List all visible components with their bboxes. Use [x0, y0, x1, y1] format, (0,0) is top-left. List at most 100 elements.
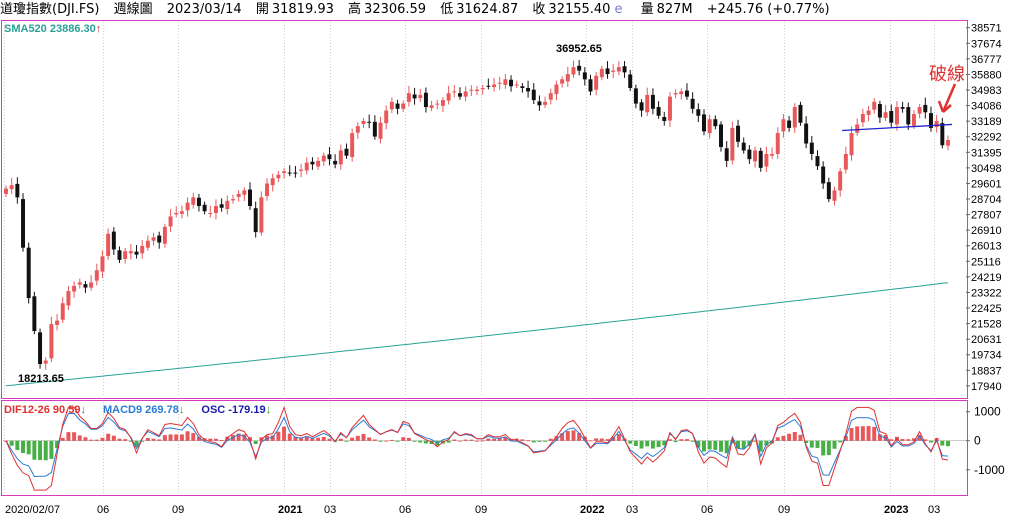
- x-tick-label: 2022: [580, 504, 604, 516]
- osc-bar: [753, 440, 758, 442]
- x-tick-label: 09: [475, 504, 487, 516]
- y-tick-label: 26910: [971, 225, 1002, 237]
- candle-body: [928, 113, 933, 128]
- candle-body: [758, 150, 763, 168]
- candle-body: [571, 67, 576, 75]
- candle-body: [872, 101, 877, 110]
- price-panel-frame: [1, 20, 968, 399]
- osc-bar: [270, 435, 275, 441]
- candle-body: [798, 104, 803, 123]
- osc-bar: [77, 435, 82, 441]
- candle-body: [787, 120, 792, 128]
- candle-body: [900, 107, 905, 109]
- osc-bar: [662, 440, 667, 446]
- candle-body: [639, 102, 644, 111]
- osc-bar: [633, 440, 638, 447]
- osc-bar: [26, 440, 31, 455]
- candle-body: [270, 178, 275, 186]
- candle-body: [66, 291, 71, 306]
- candle-body: [582, 72, 587, 80]
- osc-bar: [43, 440, 48, 461]
- y-tick-label: 30498: [971, 163, 1002, 175]
- candle-body: [690, 98, 695, 109]
- break-annotation: 破線: [929, 64, 965, 85]
- osc-bar: [293, 436, 298, 441]
- candle-body: [446, 93, 451, 101]
- candle-body: [940, 123, 945, 146]
- candle-body: [855, 124, 860, 133]
- osc-bar: [684, 439, 689, 441]
- y-tick-label: 34983: [971, 85, 1002, 97]
- osc-bar: [764, 440, 769, 446]
- macd-y-tick-label: -1000: [974, 463, 1005, 477]
- candle-body: [140, 245, 145, 254]
- candle-body: [185, 202, 190, 211]
- osc-bar: [832, 440, 837, 449]
- candle-body: [429, 105, 434, 108]
- osc-bar: [843, 436, 848, 441]
- osc-bar: [815, 440, 820, 448]
- trendline-layer: [841, 123, 953, 132]
- y-tick-label: 32292: [971, 132, 1002, 144]
- candle-body: [843, 153, 848, 170]
- osc-bar: [792, 431, 797, 441]
- candle-body: [168, 216, 173, 227]
- high-label: 高: [348, 2, 362, 17]
- osc-bar: [838, 440, 843, 443]
- quote-date: 2023/03/14: [166, 2, 242, 17]
- y-tick-label: 25116: [971, 256, 1001, 268]
- candle-body: [32, 296, 37, 332]
- osc-bar: [877, 434, 882, 441]
- y-tick-label: 20631: [971, 334, 1002, 346]
- candle-body: [611, 70, 616, 72]
- candle-body: [236, 193, 241, 197]
- osc-bar: [128, 440, 133, 442]
- candle-body: [497, 82, 502, 84]
- candle-body: [389, 101, 394, 110]
- osc-bar: [406, 437, 411, 441]
- open-value: 31819.93: [271, 2, 334, 17]
- osc-bar: [690, 440, 695, 442]
- candle-body: [361, 120, 366, 124]
- candle-body: [372, 121, 377, 137]
- osc-bar: [520, 439, 525, 441]
- candle-body: [821, 166, 826, 184]
- candle-body: [599, 68, 604, 78]
- osc-bar: [696, 440, 701, 448]
- osc-bar: [736, 440, 741, 449]
- candle-body: [355, 126, 360, 133]
- candle-body: [384, 110, 389, 124]
- candle-body: [917, 107, 922, 114]
- osc-bar: [145, 437, 150, 441]
- candle-body: [378, 122, 383, 139]
- candle-body: [792, 107, 797, 128]
- candle-body: [106, 233, 111, 256]
- candle-body: [894, 107, 899, 125]
- osc-bar: [208, 438, 213, 441]
- candle-body: [401, 103, 406, 109]
- y-tick-label: 23322: [971, 287, 1002, 299]
- candle-body: [526, 87, 531, 92]
- osc-bar: [946, 440, 950, 447]
- osc-bar: [531, 440, 536, 443]
- candle-body: [684, 90, 689, 97]
- candle-body: [486, 85, 491, 87]
- candle-body: [293, 172, 298, 174]
- osc-bar: [713, 440, 718, 450]
- volume-value: 827M: [656, 2, 693, 17]
- candle-body: [225, 200, 230, 210]
- candle-body: [321, 155, 326, 162]
- osc-bar: [940, 440, 945, 446]
- candle-body: [514, 84, 519, 86]
- candle-body: [577, 65, 582, 71]
- candle-body: [231, 199, 235, 201]
- macd-line: [5, 412, 949, 478]
- candle-body: [679, 91, 684, 95]
- change-value: +245.76 (+0.77%): [706, 2, 830, 17]
- candle-body: [145, 240, 150, 248]
- period-label: 週線圖: [113, 2, 153, 17]
- osc-bar: [702, 440, 706, 452]
- macd-layer: [3, 405, 966, 491]
- osc-bar: [117, 438, 122, 441]
- candle-body: [877, 104, 882, 118]
